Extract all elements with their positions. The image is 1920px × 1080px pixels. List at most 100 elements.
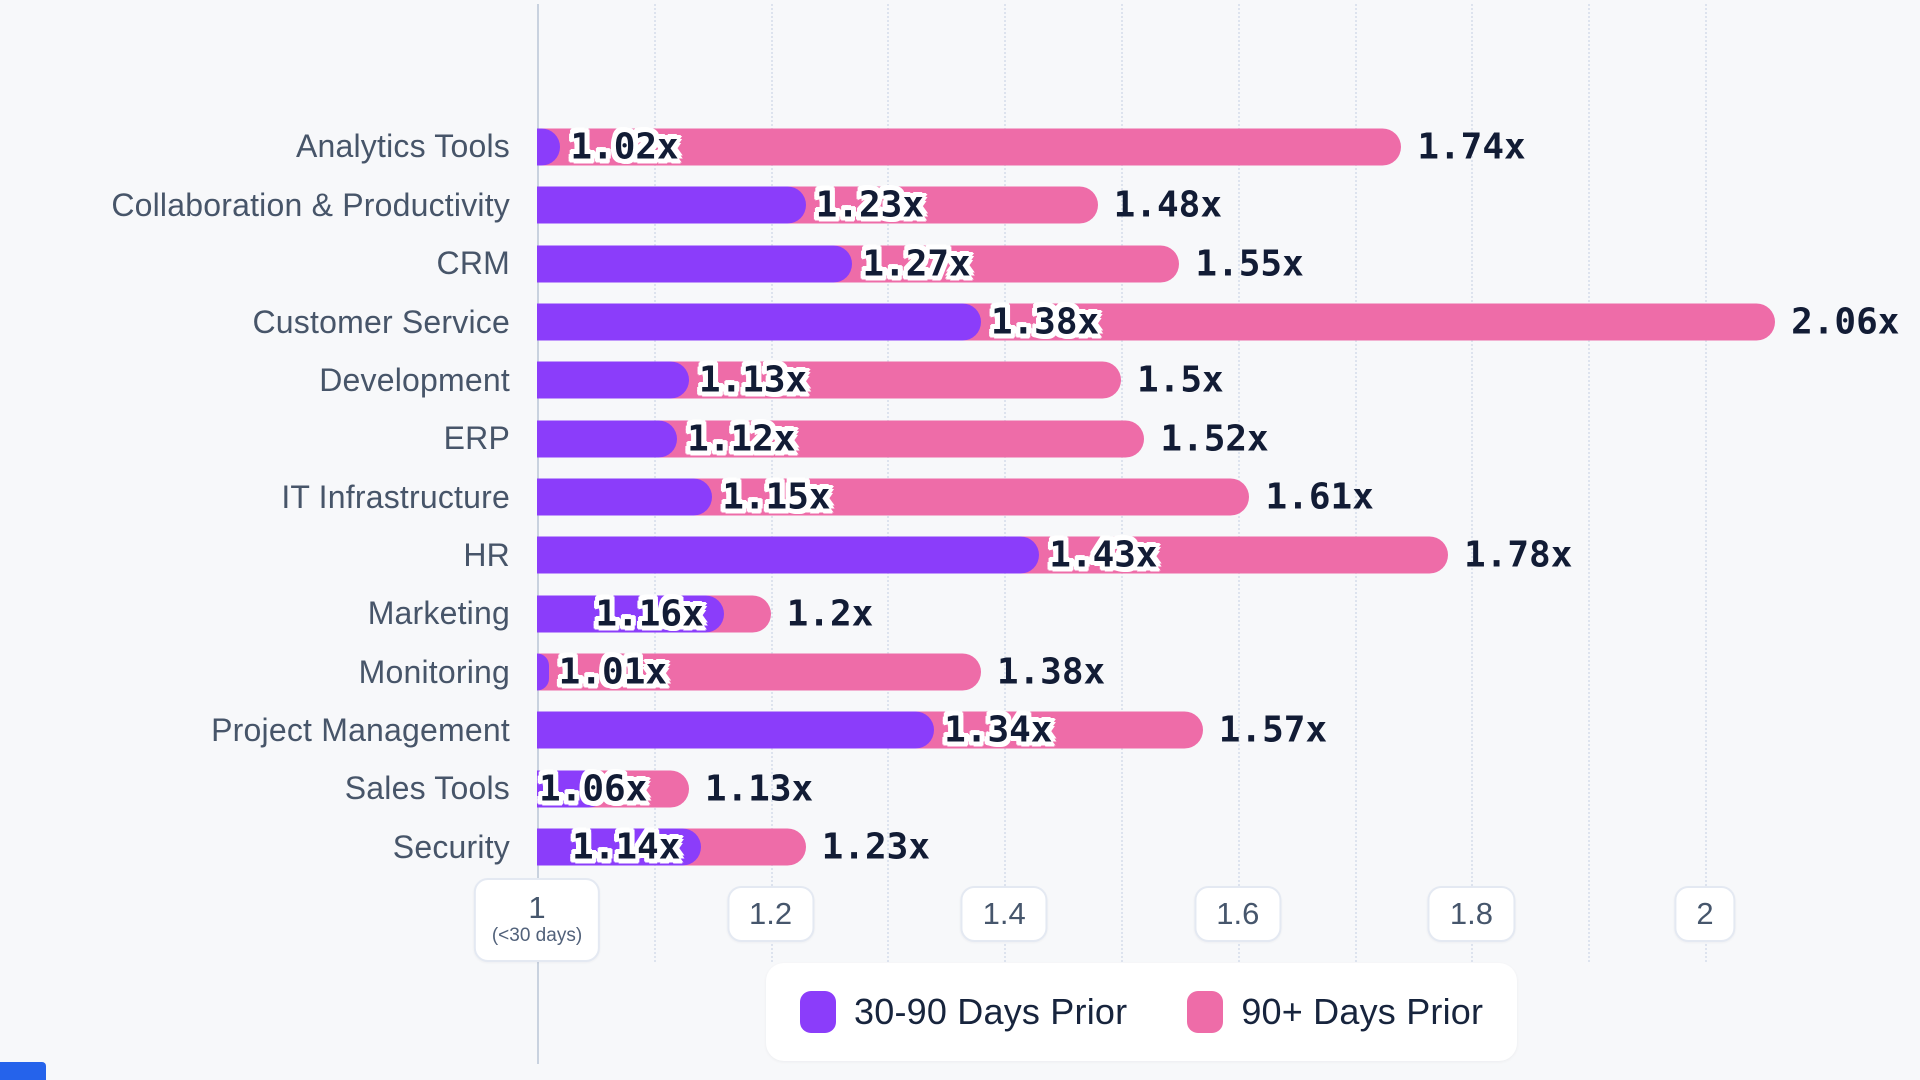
bar-30-90-days[interactable]: [537, 595, 724, 633]
bar-30-90-days[interactable]: [537, 186, 806, 224]
value-label-30-90: 1.43x: [1049, 534, 1158, 576]
value-label-90-plus: 1.13x: [704, 768, 814, 810]
chart-row: Development 1.13x 1.5x: [0, 351, 1920, 409]
bar-area: 1.43x 1.78x: [537, 526, 1920, 584]
x-tick-2: 2: [1674, 886, 1736, 942]
chart-row: Sales Tools 1.06x 1.13x: [0, 760, 1920, 818]
bar-area: 1.06x 1.13x: [537, 760, 1920, 818]
value-label-90-plus: 1.57x: [1218, 709, 1328, 751]
chart-row: Analytics Tools 1.02x 1.74x: [0, 118, 1920, 176]
value-label-30-90: 1.34x: [944, 709, 1053, 751]
tick-label: 2: [1696, 895, 1714, 931]
gridline: [1588, 4, 1591, 962]
category-label: Development: [319, 361, 510, 398]
bar-30-90-days[interactable]: [537, 128, 561, 166]
bar-90-plus-days[interactable]: [537, 128, 1402, 166]
chart-row: ERP 1.12x 1.52x: [0, 410, 1920, 468]
tick-label: 1.8: [1449, 895, 1493, 931]
bar-area: 1.15x 1.61x: [537, 468, 1920, 526]
value-label-90-plus: 1.52x: [1160, 418, 1269, 460]
category-label: Project Management: [211, 711, 510, 748]
gridline: [1471, 4, 1474, 962]
value-label-30-90: 1.12x: [687, 418, 796, 460]
legend-swatch: [800, 991, 836, 1033]
gridline: [1705, 4, 1707, 962]
bar-30-90-days[interactable]: [537, 653, 549, 691]
bottom-left-accent: [0, 1062, 46, 1080]
category-label: Collaboration & Productivity: [111, 186, 510, 223]
category-label: Analytics Tools: [295, 128, 510, 165]
chart-row: Collaboration & Productivity 1.23x 1.48x: [0, 176, 1920, 234]
value-label-30-90: 1.02x: [570, 126, 679, 168]
value-label-90-plus: 1.2x: [786, 593, 874, 635]
bar-30-90-days[interactable]: [537, 303, 981, 341]
legend-item[interactable]: 90+ Days Prior: [1187, 991, 1483, 1033]
x-tick-1.4: 1.4: [960, 886, 1048, 942]
chart-row: CRM 1.27x 1.55x: [0, 235, 1920, 293]
bar-30-90-days[interactable]: [537, 828, 701, 866]
value-label-30-90: 1.23x: [815, 184, 924, 226]
value-label-30-90: 1.15x: [722, 476, 831, 518]
tick-label: 1.2: [749, 895, 793, 931]
chart-row: Marketing 1.16x 1.2x: [0, 585, 1920, 643]
x-tick-1.2: 1.2: [727, 886, 815, 942]
bar-area: 1.34x 1.57x: [537, 701, 1920, 759]
legend-label: 30-90 Days Prior: [854, 991, 1128, 1032]
bar-30-90-days[interactable]: [537, 770, 608, 808]
category-label: HR: [463, 536, 510, 573]
value-label-90-plus: 1.55x: [1195, 243, 1304, 285]
value-label-30-90: 1.16x: [595, 593, 704, 635]
x-tick-1.6: 1.6: [1194, 886, 1282, 942]
value-label-90-plus: 1.38x: [996, 651, 1106, 693]
value-label-30-90: 1.13x: [698, 359, 808, 401]
bar-30-90-days[interactable]: [537, 245, 853, 283]
bar-area: 1.14x 1.23x: [537, 818, 1920, 876]
bar-30-90-days[interactable]: [537, 711, 935, 749]
tick-label: 1.6: [1216, 895, 1260, 931]
chart-row: Monitoring 1.01x 1.38x: [0, 643, 1920, 701]
bar-30-90-days[interactable]: [537, 420, 678, 458]
category-label: Customer Service: [252, 303, 510, 340]
legend-swatch: [1187, 991, 1224, 1033]
bar-30-90-days[interactable]: [537, 478, 713, 516]
bar-30-90-days[interactable]: [537, 536, 1040, 574]
value-label-30-90: 1.38x: [990, 301, 1100, 343]
value-label-90-plus: 2.06x: [1791, 301, 1900, 343]
bar-area: 1.01x 1.38x: [537, 643, 1920, 701]
x-tick-1.8: 1.8: [1427, 886, 1515, 942]
bar-90-plus-days[interactable]: [537, 653, 981, 691]
chart-row: IT Infrastructure 1.15x 1.61x: [0, 468, 1920, 526]
bar-area: 1.27x 1.55x: [537, 235, 1920, 293]
category-label: CRM: [436, 245, 510, 282]
value-label-90-plus: 1.61x: [1265, 476, 1374, 518]
tick-label: 1.4: [982, 895, 1026, 931]
bar-area: 1.38x 2.06x: [537, 293, 1920, 351]
value-label-30-90: 1.27x: [862, 243, 971, 285]
bar-area: 1.02x 1.74x: [537, 118, 1920, 176]
tick-label: 1: [528, 889, 546, 925]
chart-row: Project Management 1.34x 1.57x: [0, 701, 1920, 759]
tick-sublabel: (<30 days): [491, 925, 583, 947]
bar-area: 1.16x 1.2x: [537, 585, 1920, 643]
legend-item[interactable]: 30-90 Days Prior: [800, 991, 1127, 1033]
value-label-30-90: 1.06x: [539, 768, 648, 810]
value-label-90-plus: 1.78x: [1464, 534, 1573, 576]
chart-row: HR 1.43x 1.78x: [0, 526, 1920, 584]
bar-area: 1.12x 1.52x: [537, 410, 1920, 468]
x-tick-1: 1 (<30 days): [473, 878, 601, 962]
gridline: [1354, 4, 1357, 962]
bar-30-90-days[interactable]: [537, 361, 689, 399]
value-label-90-plus: 1.48x: [1113, 184, 1222, 226]
value-label-90-plus: 1.23x: [821, 826, 930, 868]
chart-row: Security 1.14x 1.23x: [0, 818, 1920, 876]
value-label-90-plus: 1.74x: [1417, 126, 1526, 168]
category-label: Monitoring: [358, 653, 510, 690]
category-label: ERP: [443, 420, 510, 457]
bar-area: 1.23x 1.48x: [537, 176, 1920, 234]
category-label: IT Infrastructure: [281, 478, 510, 515]
category-label: Marketing: [367, 595, 510, 632]
chart-row: Customer Service 1.38x 2.06x: [0, 293, 1920, 351]
legend-label: 90+ Days Prior: [1241, 991, 1484, 1032]
value-label-30-90: 1.14x: [572, 826, 681, 868]
category-label: Security: [392, 828, 510, 865]
